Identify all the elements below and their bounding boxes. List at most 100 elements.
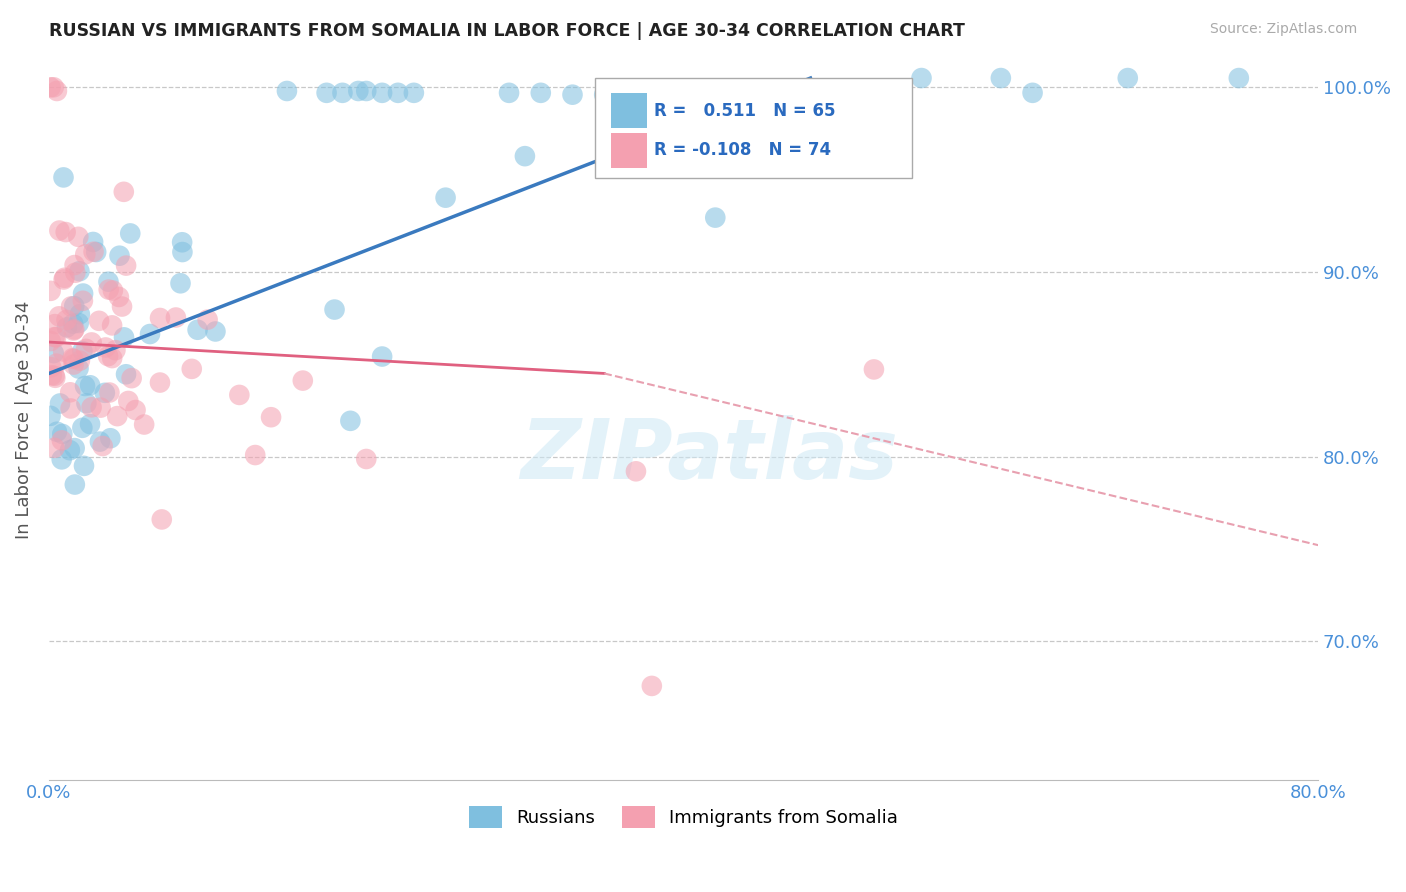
Point [62, 358, 84, 372]
Point [75, 396, 97, 410]
Point [42, 80, 65, 95]
Point [197, 312, 219, 326]
Point [84, 245, 107, 260]
Legend: Russians, Immigrants from Somalia: Russians, Immigrants from Somalia [463, 799, 905, 836]
Point [45, 330, 67, 344]
Point [73, 458, 96, 473]
Point [657, 86, 679, 100]
Point [51, 434, 73, 448]
Point [69, 264, 91, 278]
Point [80, 335, 103, 350]
Point [44, 330, 66, 344]
Point [101, 318, 124, 333]
Point [59, 385, 82, 400]
Point [51, 426, 73, 441]
Point [530, 86, 553, 100]
Point [910, 71, 932, 86]
Point [94, 385, 117, 400]
Point [55, 313, 77, 327]
Point [82, 235, 104, 249]
Point [172, 235, 194, 250]
Point [187, 323, 209, 337]
Point [63, 299, 86, 313]
Point [45, 425, 67, 439]
Point [83, 244, 105, 259]
Point [641, 679, 664, 693]
Point [72, 286, 94, 301]
Point [498, 86, 520, 100]
Point [371, 350, 394, 364]
Point [60, 300, 83, 314]
Point [79, 378, 101, 392]
Point [55, 225, 77, 239]
Point [863, 362, 886, 376]
Point [120, 227, 142, 241]
Point [44, 441, 66, 455]
Point [97, 349, 120, 363]
Point [104, 343, 127, 358]
Point [97, 283, 120, 297]
Point [228, 388, 250, 402]
Point [149, 376, 172, 390]
Point [62, 351, 84, 366]
Point [90, 401, 112, 415]
Point [593, 87, 616, 102]
Point [387, 86, 409, 100]
Point [48, 223, 70, 237]
Point [315, 86, 337, 100]
Point [39, 334, 62, 348]
Point [44, 371, 66, 385]
Point [41, 368, 63, 383]
Point [291, 374, 314, 388]
Point [52, 344, 75, 359]
Point [371, 86, 394, 100]
Point [59, 443, 82, 458]
Point [108, 290, 131, 304]
Point [101, 351, 124, 365]
Point [323, 302, 346, 317]
Bar [612, 133, 647, 168]
Point [63, 322, 86, 336]
Point [62, 352, 84, 367]
Point [89, 434, 111, 449]
Point [124, 403, 146, 417]
Point [112, 185, 135, 199]
Point [1227, 71, 1250, 86]
Point [134, 417, 156, 432]
Point [51, 452, 73, 467]
Point [62, 324, 84, 338]
Point [75, 342, 97, 356]
Point [52, 272, 75, 286]
Point [87, 314, 110, 328]
Point [150, 512, 173, 526]
Point [356, 452, 378, 467]
Point [704, 211, 727, 225]
Point [49, 396, 72, 410]
Point [63, 441, 86, 455]
Point [67, 229, 90, 244]
Point [67, 316, 90, 330]
Point [111, 300, 134, 314]
Point [165, 310, 187, 325]
Point [98, 385, 121, 400]
Point [347, 84, 370, 98]
Point [39, 80, 62, 95]
Point [115, 259, 138, 273]
Point [56, 320, 79, 334]
Text: R =   0.511   N = 65: R = 0.511 N = 65 [654, 102, 835, 120]
Point [117, 394, 139, 409]
Point [79, 417, 101, 431]
Text: Source: ZipAtlas.com: Source: ZipAtlas.com [1209, 22, 1357, 37]
Point [62, 317, 84, 331]
Point [149, 310, 172, 325]
Point [172, 245, 194, 260]
Point [245, 448, 267, 462]
Point [45, 357, 67, 371]
Point [59, 401, 82, 416]
Point [98, 431, 121, 445]
Point [97, 275, 120, 289]
Point [1021, 86, 1043, 100]
Point [69, 307, 91, 321]
Point [65, 266, 87, 280]
Point [115, 368, 138, 382]
